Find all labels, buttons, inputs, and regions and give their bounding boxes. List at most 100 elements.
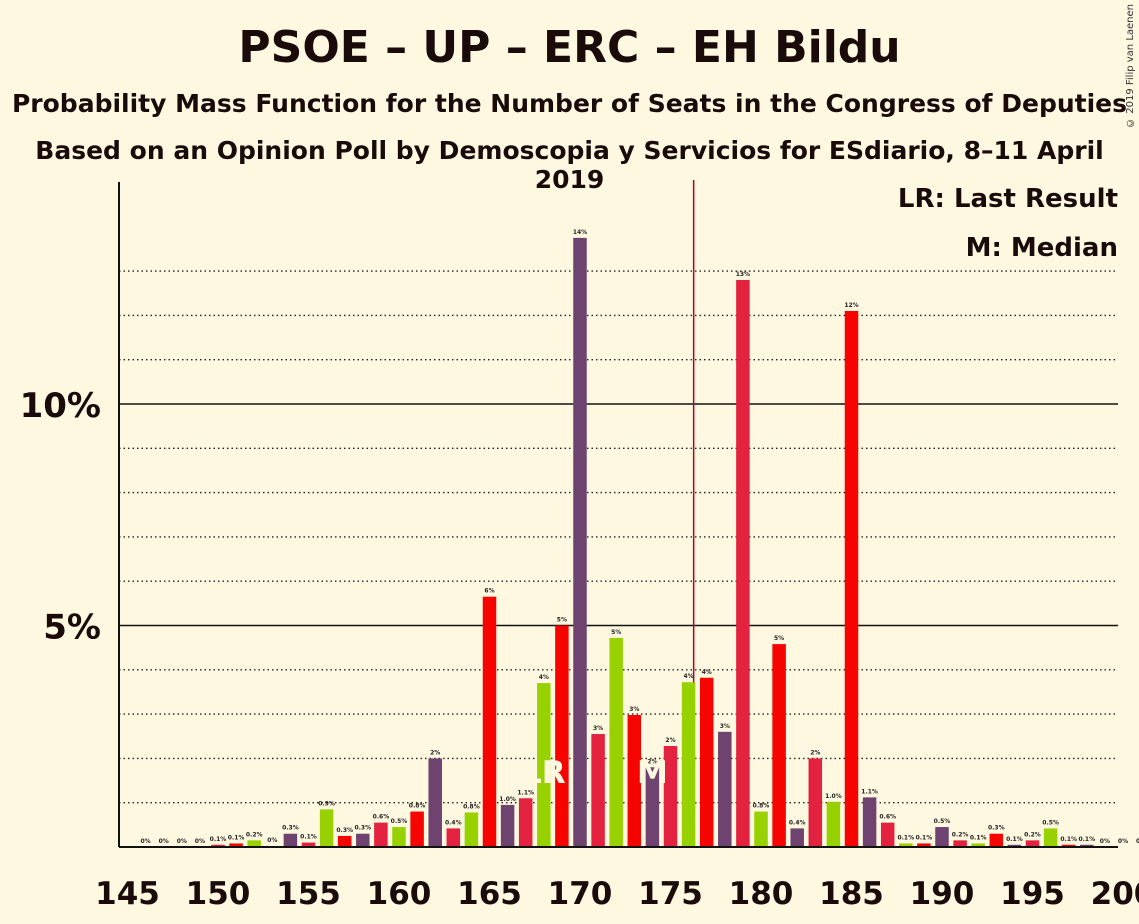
bar-value-label: 0.1%	[1006, 836, 1023, 843]
bar-value-label: 2%	[647, 758, 657, 765]
bar-value-label: 0.1%	[916, 834, 933, 841]
x-tick-label: 180	[729, 876, 794, 912]
x-tick-label: 145	[95, 876, 160, 912]
bar-value-label: 0.4%	[445, 819, 462, 826]
bar-value-label: 0.5%	[934, 818, 951, 825]
bar-177	[699, 677, 714, 847]
bar-value-label: 0.8%	[409, 803, 426, 810]
bar-value-label: 0.3%	[354, 825, 371, 832]
bar-value-label: 0%	[141, 838, 151, 845]
bar-157	[337, 835, 352, 847]
bar-value-label: 0%	[1136, 838, 1139, 845]
bar-value-label: 0.1%	[228, 834, 245, 841]
bar-175	[663, 745, 678, 847]
x-tick-label: 185	[819, 876, 884, 912]
bar-value-label: 3%	[720, 723, 730, 730]
bar-187	[880, 822, 895, 847]
bar-value-label: 2%	[810, 749, 820, 756]
bar-167	[518, 798, 533, 847]
bar-value-label: 0.1%	[210, 836, 227, 843]
bar-159	[374, 822, 388, 847]
last-result-marker: LR	[522, 755, 566, 791]
bar-168	[537, 683, 551, 847]
bar-192	[971, 843, 985, 847]
bar-value-label: 0.1%	[1078, 836, 1095, 843]
x-tick-label: 195	[1000, 876, 1065, 912]
x-tick-label: 175	[638, 876, 703, 912]
bar-165	[482, 596, 497, 847]
bar-value-label: 0%	[195, 838, 205, 845]
chart-title: PSOE – UP – ERC – EH Bildu	[238, 22, 901, 73]
bar-179	[736, 279, 750, 848]
x-tick-label: 155	[276, 876, 341, 912]
bar-value-label: 0%	[1118, 838, 1128, 845]
bar-value-label: 0%	[159, 838, 169, 845]
bar-183	[808, 758, 823, 847]
bar-184	[826, 801, 841, 847]
bar-value-label: 0.6%	[879, 814, 896, 821]
bar-193	[989, 833, 1004, 847]
bar-173	[627, 714, 642, 847]
bar-value-label: 1.1%	[861, 788, 878, 795]
bar-value-label: 3%	[629, 706, 639, 713]
bar-164	[464, 812, 479, 847]
bar-190	[935, 827, 949, 847]
bar-value-label: 4%	[702, 669, 712, 676]
legend-last-result: LR: Last Result	[897, 184, 1118, 214]
bar-176	[681, 682, 696, 847]
bar-163	[446, 828, 461, 847]
bar-value-label: 4%	[539, 674, 549, 681]
bar-value-label: 0.3%	[282, 825, 299, 832]
median-marker: M	[637, 755, 668, 791]
bar-value-label: 0.1%	[300, 834, 317, 841]
bar-value-label: 1.0%	[825, 793, 842, 800]
x-tick-label: 170	[548, 876, 613, 912]
bar-value-label: 0.6%	[373, 814, 390, 821]
bar-156	[319, 809, 334, 847]
bar-162	[428, 758, 442, 847]
x-tick-label: 165	[457, 876, 522, 912]
bar-178	[718, 731, 732, 847]
bar-189	[917, 843, 931, 847]
bar-170	[573, 237, 587, 847]
bar-value-label: 1.0%	[499, 796, 516, 803]
bar-166	[500, 804, 515, 847]
bar-value-label: 0%	[1100, 838, 1110, 845]
bar-180	[754, 811, 768, 847]
bar-151	[229, 843, 243, 847]
bar-198	[1080, 844, 1094, 847]
bar-value-label: 0.2%	[1024, 831, 1041, 838]
bar-value-label: 0.5%	[391, 818, 408, 825]
bar-value-label: 0.4%	[789, 819, 806, 826]
x-tick-label: 200	[1091, 876, 1139, 912]
bar-194	[1007, 844, 1022, 847]
bar-value-label: 6%	[484, 588, 494, 595]
y-tick-label: 10%	[20, 386, 101, 426]
bar-169	[555, 625, 569, 847]
bar-value-label: 0.5%	[1042, 819, 1059, 826]
bar-value-label: 0.2%	[246, 831, 263, 838]
bar-value-label: 2%	[665, 737, 675, 744]
bar-value-label: 14%	[573, 229, 587, 236]
bar-174	[645, 767, 660, 847]
bar-185	[844, 310, 859, 848]
x-tick-label: 150	[186, 876, 251, 912]
bar-value-label: 0.1%	[897, 834, 914, 841]
bar-161	[410, 811, 424, 847]
bar-188	[899, 843, 913, 847]
bar-186	[862, 797, 877, 847]
bar-value-label: 5%	[774, 635, 784, 642]
bar-158	[356, 833, 370, 847]
chart-subtitle: Probability Mass Function for the Number…	[11, 89, 1128, 118]
bar-152	[247, 840, 261, 847]
x-tick-label: 190	[910, 876, 975, 912]
bar-172	[609, 637, 623, 847]
bar-value-label: 3%	[593, 725, 603, 732]
chart-source-line: Based on an Opinion Poll by Demoscopia y…	[35, 136, 1104, 194]
bar-196	[1043, 828, 1058, 847]
bar-197	[1061, 844, 1076, 847]
bar-value-label: 0.9%	[318, 800, 335, 807]
bar-191	[953, 840, 967, 847]
bar-value-label: 0.3%	[336, 827, 353, 834]
bar-value-label: 2%	[430, 749, 440, 756]
